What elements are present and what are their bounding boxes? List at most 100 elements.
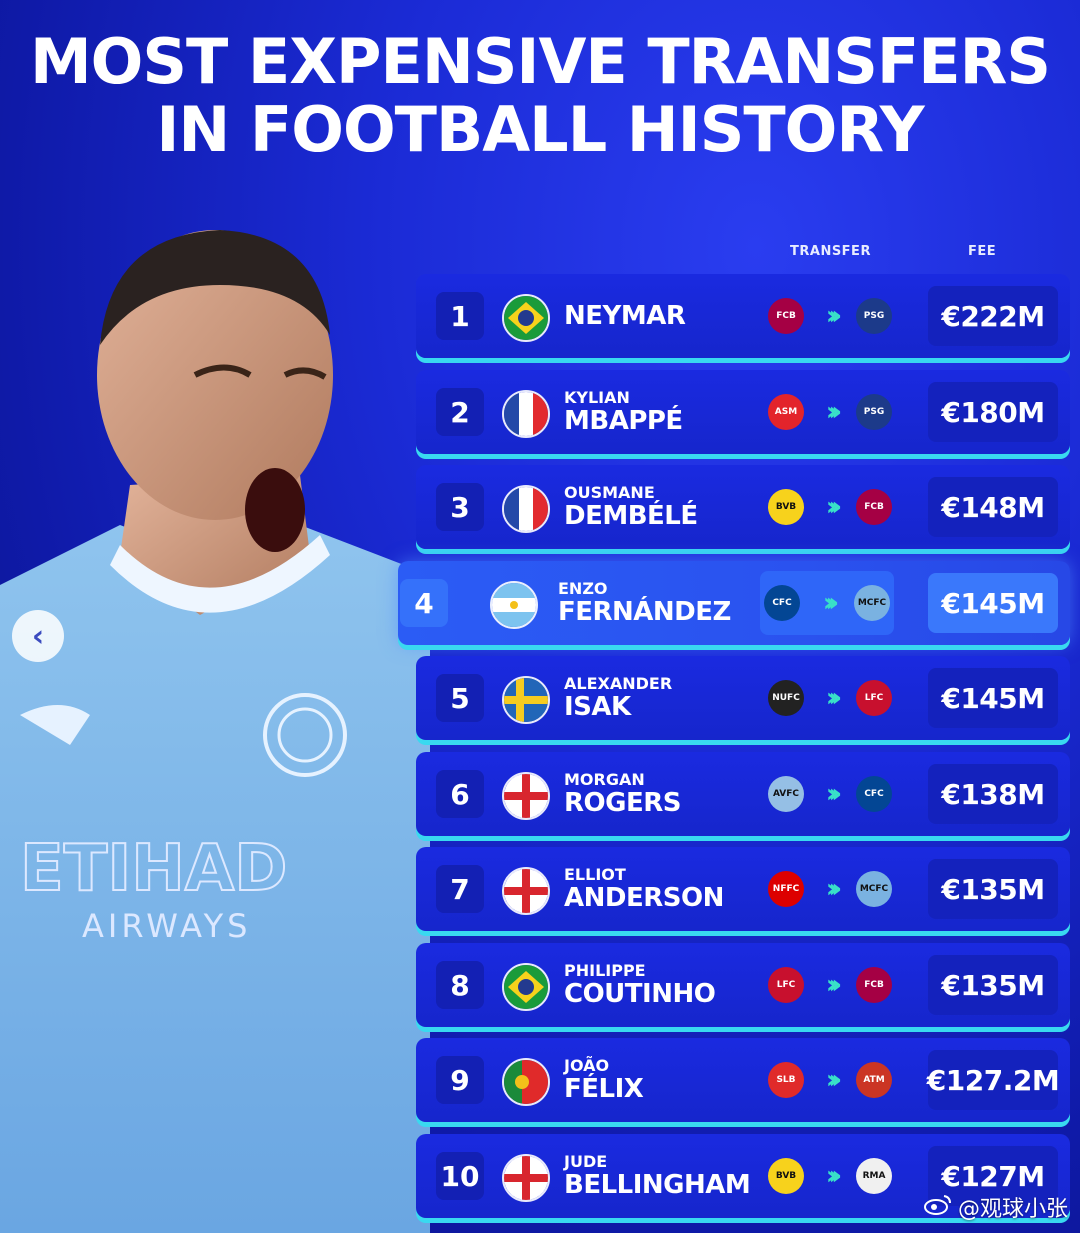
title-line-2: IN FOOTBALL HISTORY — [156, 93, 924, 166]
double-chevron-right-icon: ››› — [825, 683, 842, 713]
to-club-crest-icon: PSG — [856, 394, 892, 430]
player-name: ENZO FERNÁNDEZ — [558, 561, 888, 645]
to-club-crest-icon: MCFC — [856, 871, 892, 907]
back-button[interactable]: ‹ — [12, 610, 64, 662]
transfer-clubs: FCB ››› PSG — [768, 294, 892, 338]
from-club-crest-icon: CFC — [764, 585, 800, 621]
table-row[interactable]: 4 ENZO FERNÁNDEZ CFC ››› MCFC €145M — [398, 561, 1070, 645]
player-last-name: ISAK — [564, 692, 631, 722]
rank-badge: 5 — [436, 674, 484, 722]
transfer-fee: €138M — [928, 764, 1058, 824]
watermark: @观球小张 — [923, 1191, 1068, 1223]
france-flag-icon — [502, 390, 550, 438]
table-row[interactable]: 5 ALEXANDER ISAK NUFC ››› LFC €145M — [416, 656, 1070, 740]
transfer-fee: €145M — [928, 573, 1058, 633]
player-name: ALEXANDER ISAK — [564, 656, 894, 740]
rank-badge: 7 — [436, 865, 484, 913]
table-row[interactable]: 9 JOÃO FÉLIX SLB ››› ATM €127.2M — [416, 1038, 1070, 1122]
player-name: MORGAN ROGERS — [564, 752, 894, 836]
player-last-name: FERNÁNDEZ — [558, 597, 731, 627]
to-club-crest-icon: FCB — [856, 967, 892, 1003]
table-row[interactable]: 2 KYLIAN MBAPPÉ ASM ››› PSG €180M — [416, 370, 1070, 454]
rank-badge: 2 — [436, 388, 484, 436]
brazil-flag-icon — [502, 294, 550, 342]
player-last-name: ROGERS — [564, 788, 681, 818]
from-club-crest-icon: BVB — [768, 489, 804, 525]
player-last-name: FÉLIX — [564, 1074, 644, 1104]
double-chevron-right-icon: ››› — [825, 874, 842, 904]
rank-badge: 1 — [436, 292, 484, 340]
player-name: JOÃO FÉLIX — [564, 1038, 894, 1122]
table-row[interactable]: 6 MORGAN ROGERS AVFC ››› CFC €138M — [416, 752, 1070, 836]
transfer-clubs: SLB ››› ATM — [768, 1058, 892, 1102]
to-club-crest-icon: ATM — [856, 1062, 892, 1098]
sponsor-subtext: AIRWAYS — [82, 907, 251, 945]
transfer-clubs: NFFC ››› MCFC — [768, 867, 892, 911]
transfer-fee: €135M — [928, 955, 1058, 1015]
transfer-clubs: BVB ››› FCB — [768, 485, 892, 529]
player-name: ELLIOT ANDERSON — [564, 847, 894, 931]
transfer-fee: €127M — [928, 1146, 1058, 1206]
player-name: PHILIPPE COUTINHO — [564, 943, 894, 1027]
player-last-name: NEYMAR — [564, 301, 686, 331]
double-chevron-right-icon: ››› — [825, 492, 842, 522]
transfer-clubs: AVFC ››› CFC — [768, 772, 892, 816]
rank-badge: 9 — [436, 1056, 484, 1104]
table-row[interactable]: 7 ELLIOT ANDERSON NFFC ››› MCFC €135M — [416, 847, 1070, 931]
player-name: NEYMAR — [564, 274, 894, 358]
transfer-clubs: ASM ››› PSG — [768, 390, 892, 434]
player-first-name: ENZO — [558, 579, 608, 598]
player-name: KYLIAN MBAPPÉ — [564, 370, 894, 454]
rank-badge: 6 — [436, 770, 484, 818]
player-name: OUSMANE DEMBÉLÉ — [564, 465, 894, 549]
rank-badge: 4 — [400, 579, 448, 627]
table-row[interactable]: 8 PHILIPPE COUTINHO LFC ››› FCB €135M — [416, 943, 1070, 1027]
to-club-crest-icon: PSG — [856, 298, 892, 334]
transfer-fee: €127.2M — [927, 1050, 1060, 1110]
to-club-crest-icon: CFC — [856, 776, 892, 812]
transfer-clubs: BVB ››› RMA — [768, 1154, 892, 1198]
france-flag-icon — [502, 485, 550, 533]
double-chevron-right-icon: ››› — [822, 588, 839, 618]
player-first-name: MORGAN — [564, 770, 645, 789]
double-chevron-right-icon: ››› — [825, 397, 842, 427]
table-row[interactable]: 3 OUSMANE DEMBÉLÉ BVB ››› FCB €148M — [416, 465, 1070, 549]
to-club-crest-icon: LFC — [856, 680, 892, 716]
player-first-name: OUSMANE — [564, 483, 655, 502]
from-club-crest-icon: FCB — [768, 298, 804, 334]
rank-badge: 3 — [436, 483, 484, 531]
england-flag-icon — [502, 867, 550, 915]
transfer-fee: €148M — [928, 477, 1058, 537]
transfer-fee: €180M — [928, 382, 1058, 442]
weibo-icon — [923, 1193, 952, 1221]
from-club-crest-icon: ASM — [768, 394, 804, 430]
from-club-crest-icon: NFFC — [768, 871, 804, 907]
player-first-name: ALEXANDER — [564, 674, 673, 693]
to-club-crest-icon: FCB — [856, 489, 892, 525]
watermark-text: @观球小张 — [957, 1197, 1068, 1222]
portugal-flag-icon — [502, 1058, 550, 1106]
sweden-flag-icon — [502, 676, 550, 724]
from-club-crest-icon: AVFC — [768, 776, 804, 812]
sponsor-text: ETIHAD — [20, 832, 287, 906]
player-first-name: JOÃO — [564, 1056, 610, 1075]
from-club-crest-icon: BVB — [768, 1158, 804, 1194]
england-flag-icon — [502, 772, 550, 820]
argentina-flag-icon — [490, 581, 538, 629]
from-club-crest-icon: NUFC — [768, 680, 804, 716]
to-club-crest-icon: MCFC — [854, 585, 890, 621]
player-name: JUDE BELLINGHAM — [564, 1134, 894, 1218]
column-header-fee: FEE — [968, 244, 997, 259]
player-first-name: PHILIPPE — [564, 961, 646, 980]
player-last-name: ANDERSON — [564, 883, 724, 913]
table-row[interactable]: 10 JUDE BELLINGHAM BVB ››› RMA €127M — [416, 1134, 1070, 1218]
transfer-clubs: LFC ››› FCB — [768, 963, 892, 1007]
column-header-transfer: TRANSFER — [790, 244, 871, 259]
player-first-name: JUDE — [564, 1152, 608, 1171]
to-club-crest-icon: RMA — [856, 1158, 892, 1194]
player-first-name: KYLIAN — [564, 388, 630, 407]
transfer-clubs: NUFC ››› LFC — [768, 676, 892, 720]
transfer-fee: €145M — [928, 668, 1058, 728]
player-image: ETIHAD AIRWAYS — [0, 230, 430, 1233]
table-row[interactable]: 1 NEYMAR FCB ››› PSG €222M — [416, 274, 1070, 358]
